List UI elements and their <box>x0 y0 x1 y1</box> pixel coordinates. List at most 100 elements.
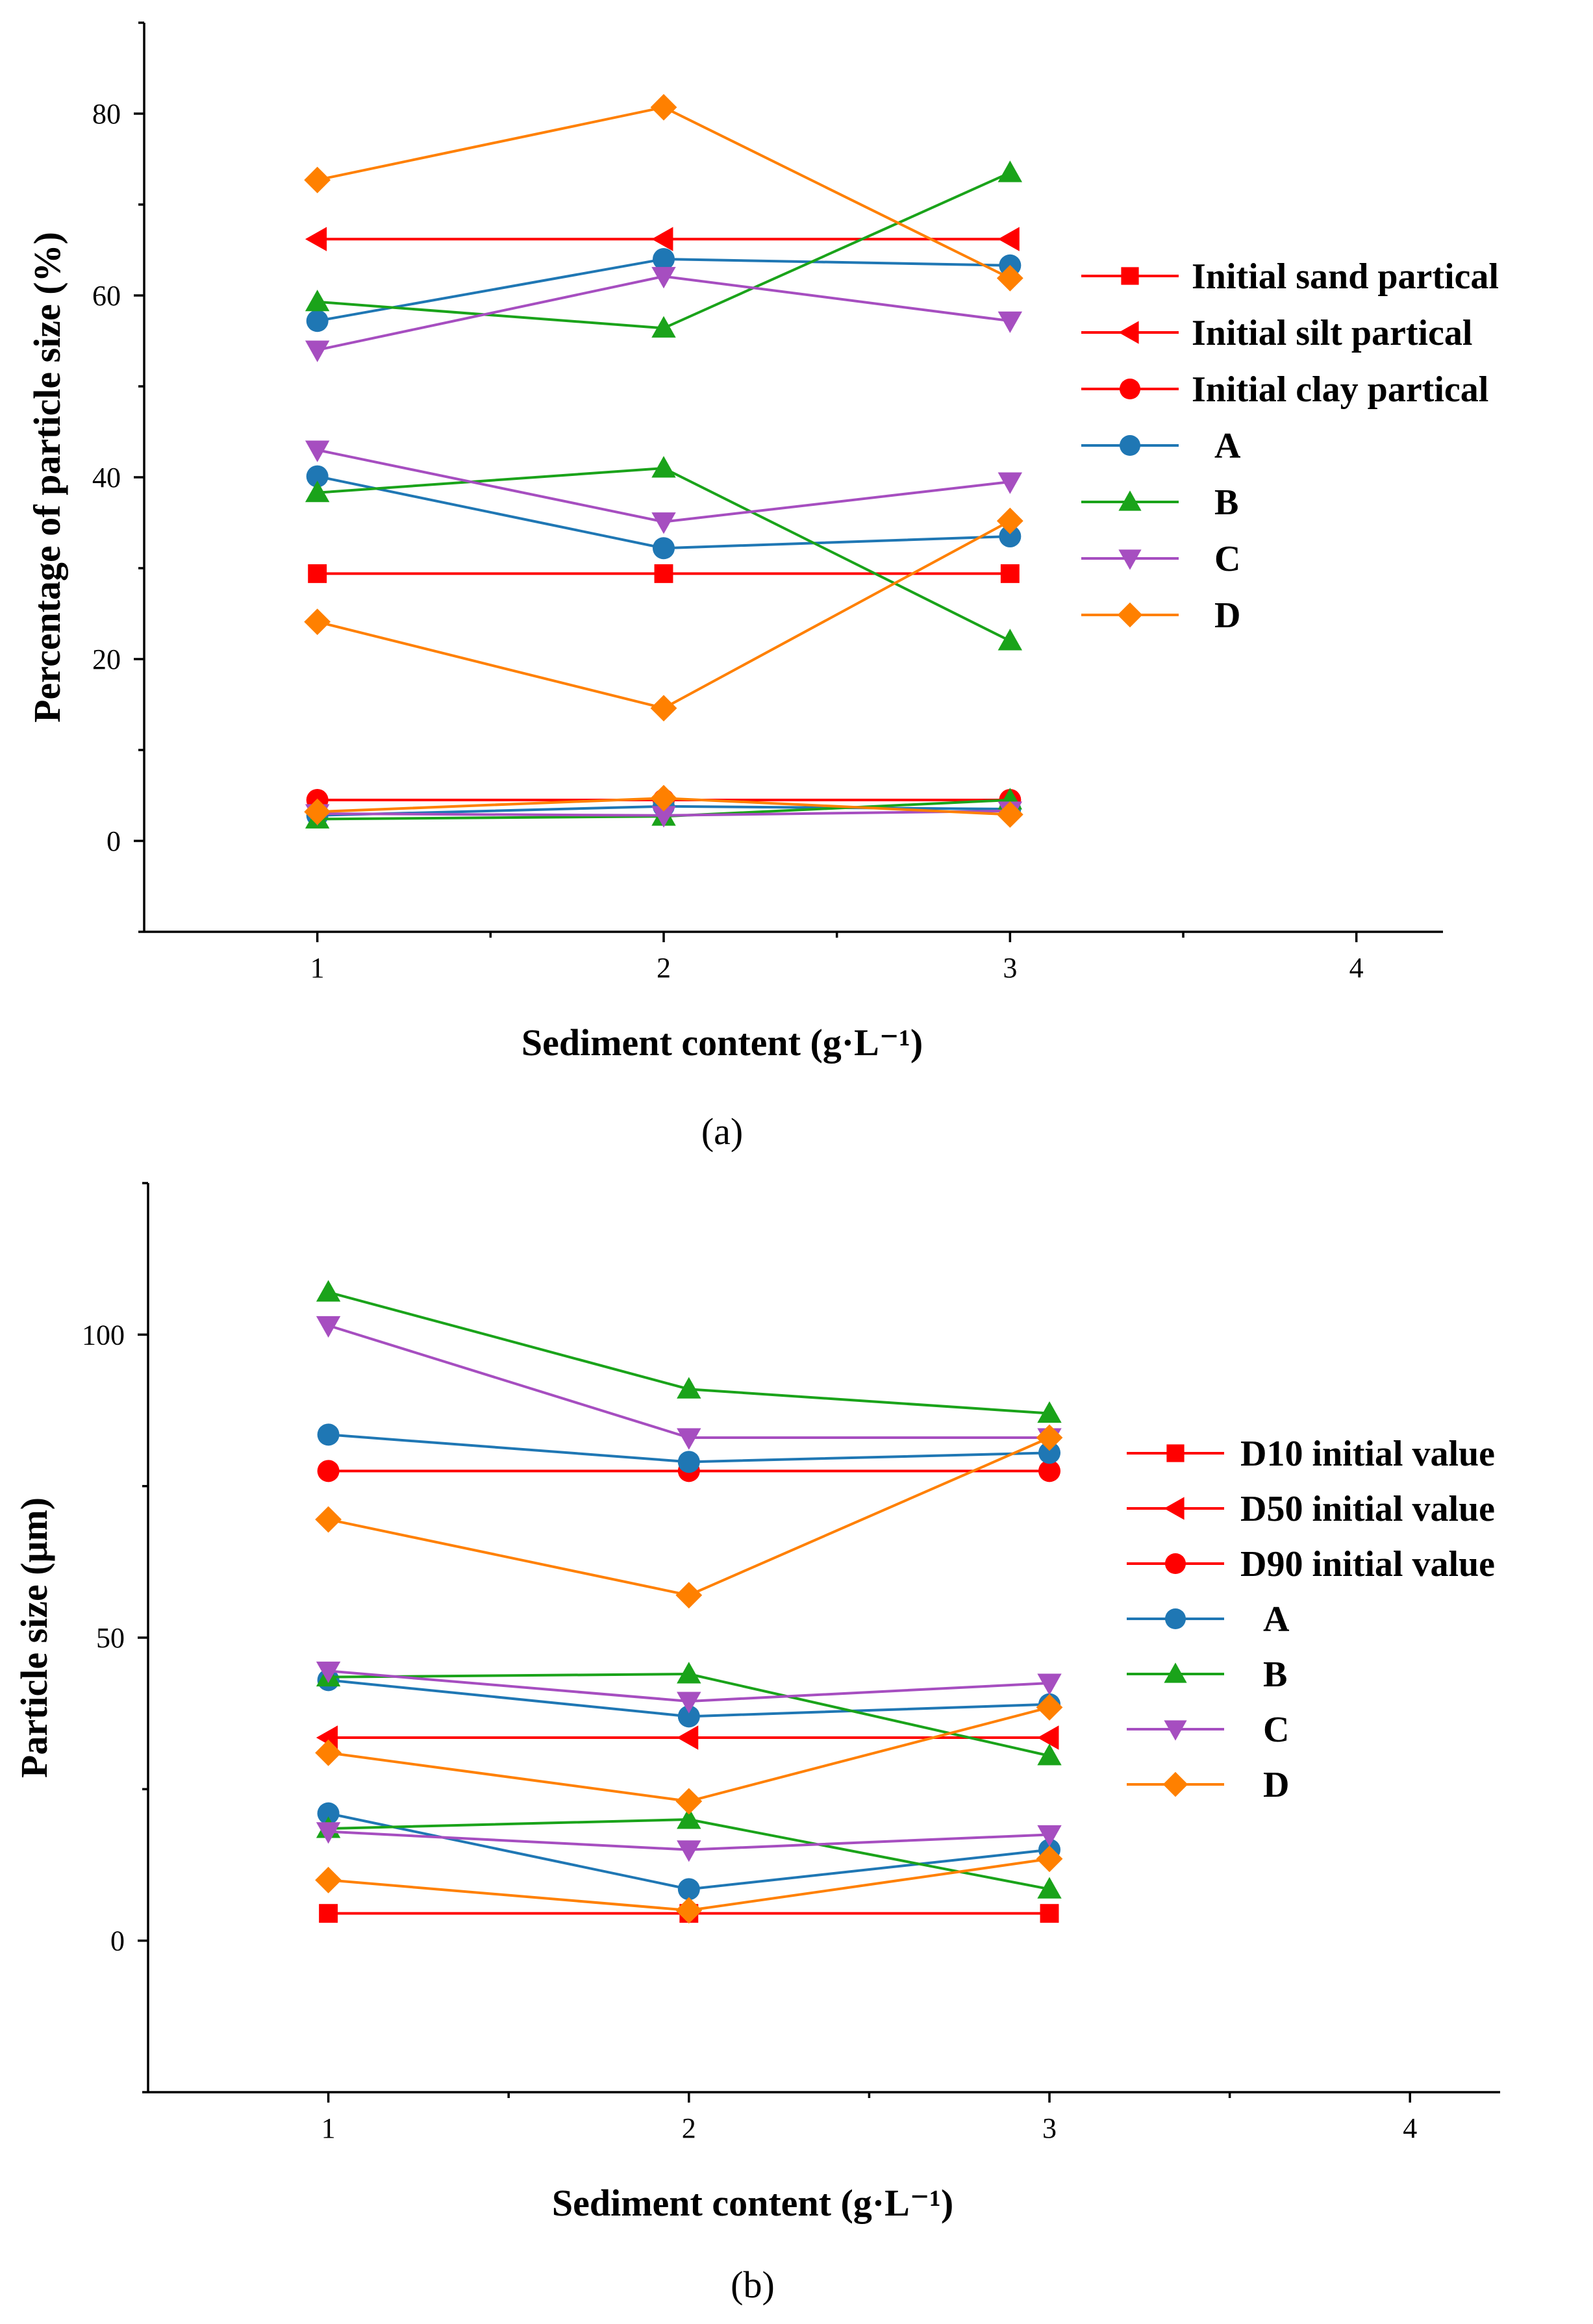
data-point <box>317 1460 340 1482</box>
data-point <box>1036 1845 1063 1873</box>
legend-marker <box>1120 435 1140 456</box>
series-d-d50 <box>315 1693 1063 1815</box>
legend-item: B <box>1127 1655 1287 1695</box>
legend-item: D10 initial value <box>1127 1434 1495 1474</box>
legend-marker <box>1118 321 1139 344</box>
panel-label: (a) <box>701 1110 743 1153</box>
data-point <box>315 1739 342 1766</box>
data-point <box>999 525 1022 547</box>
data-point <box>650 695 677 721</box>
x-tick-label: 1 <box>310 952 325 984</box>
data-point <box>677 1878 700 1901</box>
data-point <box>653 248 675 270</box>
data-point <box>997 227 1020 251</box>
data-point <box>651 267 676 289</box>
data-point <box>306 310 329 332</box>
data-point <box>319 1904 338 1923</box>
data-point <box>677 1428 701 1450</box>
x-tick-label: 3 <box>1003 952 1017 984</box>
x-axis-title: Sediment content (g·L⁻¹) <box>521 1021 923 1064</box>
legend-marker <box>1165 1553 1186 1574</box>
legend-marker <box>1118 490 1142 511</box>
legend-marker <box>1165 1608 1186 1629</box>
legend-item: Initial sand partical <box>1081 256 1499 297</box>
legend-label: Initial silt partical <box>1192 313 1472 353</box>
legend-label: B <box>1263 1655 1287 1695</box>
data-point <box>304 166 331 194</box>
series-c-d10 <box>316 1822 1062 1862</box>
data-point <box>997 311 1023 333</box>
data-point <box>316 1822 341 1844</box>
legend: D10 initial value D50 initial value D90 in… <box>1127 1434 1495 1805</box>
legend-item: C <box>1081 539 1240 579</box>
data-point <box>1038 1442 1060 1464</box>
legend-label: Initial sand partical <box>1192 256 1499 297</box>
legend-marker <box>1164 1662 1187 1683</box>
data-point <box>305 340 330 362</box>
data-point <box>651 316 676 338</box>
y-axis-title: Percentage of particle size (%) <box>26 232 68 723</box>
series-d-d90 <box>315 1424 1063 1609</box>
legend-label: C <box>1263 1710 1289 1750</box>
legend: Initial sand partical Initial silt partic… <box>1081 256 1499 636</box>
data-point <box>305 227 327 251</box>
series-a-sand <box>306 465 1022 560</box>
data-point <box>304 608 331 635</box>
legend-marker <box>1166 1444 1185 1462</box>
data-point <box>1037 1825 1062 1847</box>
y-tick-label: 20 <box>92 643 121 675</box>
data-point <box>650 784 677 812</box>
series-b-d90 <box>316 1280 1062 1423</box>
x-axis-title: Sediment content (g·L⁻¹) <box>552 2182 953 2224</box>
series-d-clay <box>304 784 1023 828</box>
x-tick-label: 2 <box>657 952 671 984</box>
legend-marker <box>1120 379 1140 399</box>
y-tick-label: 0 <box>110 1925 125 1957</box>
data-point <box>315 1506 342 1533</box>
legend-item: A <box>1127 1599 1290 1640</box>
series-d-sand <box>304 507 1023 721</box>
legend-label: D <box>1214 595 1240 636</box>
data-point <box>1037 1725 1059 1750</box>
data-point <box>677 1692 701 1714</box>
data-point <box>1037 1401 1062 1423</box>
panel-b-chart: 1 2 3 4 0 50 100 Sediment content (g·L⁻¹) Partic… <box>13 1182 1500 2306</box>
legend-label: D <box>1263 1765 1289 1805</box>
x-tick-label: 1 <box>321 2112 336 2144</box>
y-tick-label: 80 <box>92 98 121 130</box>
x-tick-label: 2 <box>682 2112 696 2144</box>
data-point <box>651 512 676 534</box>
legend-item: D <box>1081 595 1240 636</box>
x-tick-label: 4 <box>1349 952 1364 984</box>
data-point <box>651 806 676 828</box>
data-point <box>1037 1743 1062 1766</box>
data-point <box>1036 1693 1063 1721</box>
legend-label: Initial clay partical <box>1192 369 1488 410</box>
data-point <box>316 1316 341 1338</box>
series-initial-sand-partical <box>308 564 1020 583</box>
legend-label: A <box>1214 426 1241 466</box>
data-point <box>677 1725 699 1750</box>
series-a-d90 <box>317 1423 1060 1473</box>
legend-item: Initial silt partical <box>1081 313 1472 353</box>
data-point <box>677 1840 701 1862</box>
data-point <box>316 1661 341 1684</box>
series-c-d50 <box>316 1661 1062 1714</box>
series-d-d10 <box>315 1845 1063 1924</box>
series-d50-initial-value <box>316 1725 1059 1750</box>
data-point <box>306 465 329 488</box>
legend-marker <box>1117 602 1143 628</box>
x-tick-label: 3 <box>1042 2112 1057 2144</box>
data-point <box>1036 1424 1063 1451</box>
series-c-silt <box>305 267 1023 362</box>
y-tick-label: 100 <box>82 1319 125 1351</box>
data-point <box>677 1807 701 1829</box>
data-point <box>1037 1877 1062 1899</box>
data-point <box>996 507 1023 534</box>
legend-item: D90 initial value <box>1127 1544 1495 1584</box>
legend-label: B <box>1214 482 1238 523</box>
data-point <box>997 472 1023 494</box>
legend-item: A <box>1081 426 1241 466</box>
legend-marker <box>1121 267 1139 285</box>
